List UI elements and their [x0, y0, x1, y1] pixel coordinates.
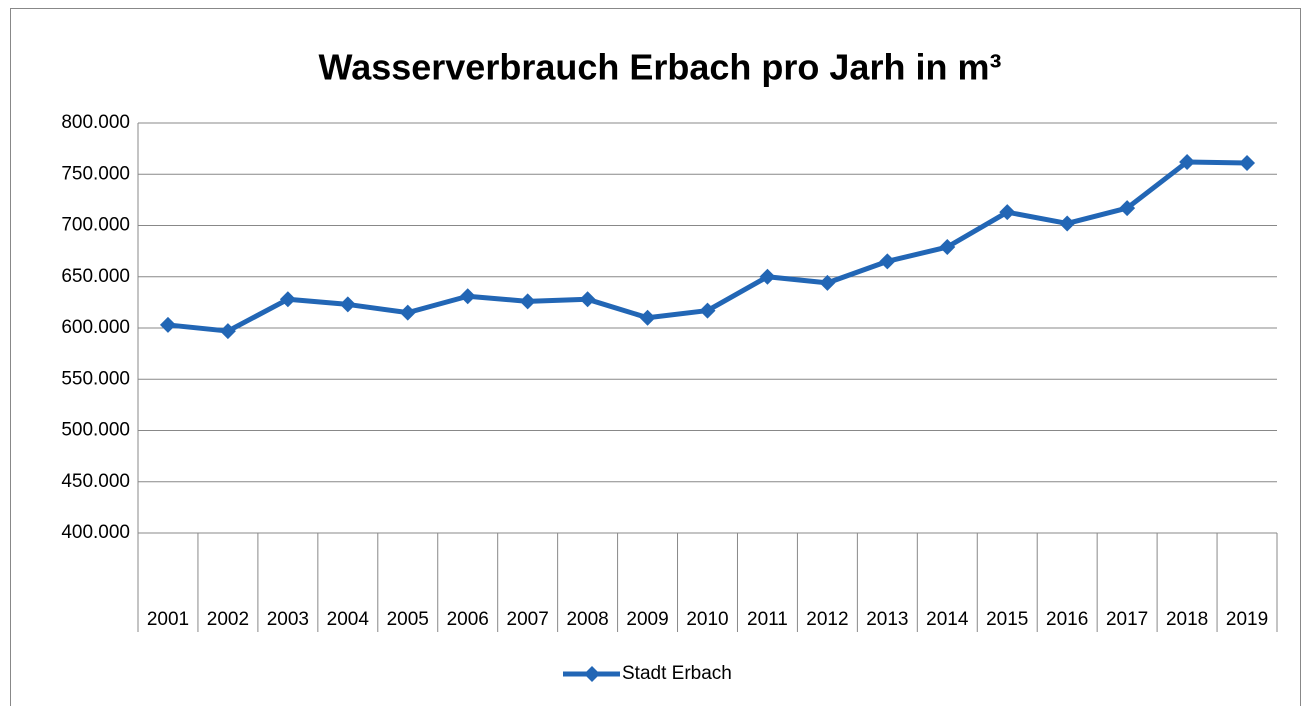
data-point [159, 316, 176, 333]
data-point [219, 323, 236, 340]
chart-title: Wasserverbrauch Erbach pro Jarh in m³ [319, 47, 1002, 88]
x-tick-label: 2015 [986, 609, 1028, 630]
data-point [459, 288, 476, 305]
x-tick-label: 2016 [1046, 609, 1088, 630]
data-point [279, 291, 296, 308]
y-tick-label: 600.000 [61, 317, 130, 338]
x-tick-label: 2018 [1166, 609, 1208, 630]
x-tick-label: 2019 [1226, 609, 1268, 630]
chart-frame [10, 8, 1301, 706]
x-tick-label: 2011 [747, 609, 788, 630]
data-point [1239, 154, 1256, 171]
x-tick-label: 2007 [507, 609, 549, 630]
y-tick-label: 650.000 [61, 266, 130, 287]
data-point [759, 268, 776, 285]
x-tick-label: 2002 [207, 609, 249, 630]
x-tick-label: 2014 [926, 609, 969, 630]
y-tick-label: 750.000 [61, 163, 130, 184]
x-tick-label: 2012 [806, 609, 848, 630]
legend-label: Stadt Erbach [622, 663, 732, 684]
data-point [819, 274, 836, 291]
y-tick-label: 800.000 [61, 112, 130, 133]
data-point [1119, 200, 1136, 217]
y-tick-label: 400.000 [61, 522, 130, 543]
x-tick-label: 2013 [866, 609, 908, 630]
y-tick-label: 550.000 [61, 368, 130, 389]
data-point [1059, 215, 1076, 232]
x-tick-label: 2005 [387, 609, 429, 630]
y-tick-label: 450.000 [61, 471, 130, 492]
data-point [579, 291, 596, 308]
data-point [399, 304, 416, 321]
data-point [339, 296, 356, 313]
data-point [999, 204, 1016, 221]
x-tick-label: 2010 [686, 609, 728, 630]
data-point [1179, 153, 1196, 170]
y-tick-label: 700.000 [61, 215, 130, 236]
x-tick-label: 2009 [626, 609, 668, 630]
x-tick-label: 2001 [147, 609, 189, 630]
data-point [519, 293, 536, 310]
x-tick-label: 2008 [566, 609, 608, 630]
data-point [879, 253, 896, 270]
x-tick-label: 2004 [327, 609, 370, 630]
data-point [639, 309, 656, 326]
x-tick-label: 2017 [1106, 609, 1148, 630]
legend-marker [584, 666, 600, 682]
data-point [699, 302, 716, 319]
x-tick-label: 2006 [447, 609, 489, 630]
x-tick-label: 2003 [267, 609, 309, 630]
y-tick-label: 500.000 [61, 420, 130, 441]
data-point [939, 239, 956, 256]
